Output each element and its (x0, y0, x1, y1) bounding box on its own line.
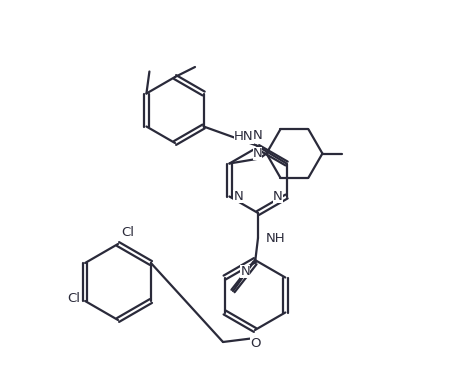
Text: N: N (253, 129, 263, 142)
Text: N: N (240, 265, 250, 278)
Text: N: N (233, 190, 243, 203)
Text: N: N (273, 190, 283, 203)
Text: HN: HN (234, 131, 253, 144)
Text: O: O (250, 337, 260, 350)
Text: Cl: Cl (121, 226, 134, 239)
Text: N: N (252, 147, 262, 160)
Text: NH: NH (266, 232, 286, 245)
Text: Cl: Cl (67, 292, 80, 305)
